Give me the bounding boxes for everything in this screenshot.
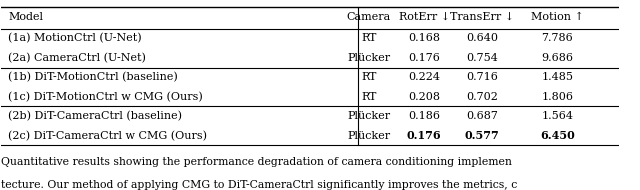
Text: 0.224: 0.224 — [408, 72, 440, 82]
Text: 1.564: 1.564 — [541, 111, 573, 121]
Text: Plücker: Plücker — [347, 53, 390, 63]
Text: Model: Model — [8, 12, 43, 22]
Text: 0.176: 0.176 — [407, 130, 442, 141]
Text: 7.786: 7.786 — [541, 33, 573, 43]
Text: Plücker: Plücker — [347, 111, 390, 121]
Text: TransErr ↓: TransErr ↓ — [450, 12, 514, 22]
Text: 1.806: 1.806 — [541, 92, 573, 102]
Text: 0.186: 0.186 — [408, 111, 440, 121]
Text: 0.754: 0.754 — [466, 53, 498, 63]
Text: RotErr ↓: RotErr ↓ — [399, 12, 450, 22]
Text: 0.176: 0.176 — [408, 53, 440, 63]
Text: RT: RT — [361, 33, 376, 43]
Text: Quantitative results showing the performance degradation of camera conditioning : Quantitative results showing the perform… — [1, 157, 511, 167]
Text: (2b) DiT-CameraCtrl (baseline): (2b) DiT-CameraCtrl (baseline) — [8, 111, 182, 121]
Text: Camera: Camera — [346, 12, 391, 22]
Text: Plücker: Plücker — [347, 131, 390, 141]
Text: (2c) DiT-CameraCtrl w CMG (Ours): (2c) DiT-CameraCtrl w CMG (Ours) — [8, 131, 207, 141]
Text: Motion ↑: Motion ↑ — [531, 12, 584, 22]
Text: RT: RT — [361, 92, 376, 102]
Text: 6.450: 6.450 — [540, 130, 575, 141]
Text: 0.687: 0.687 — [466, 111, 498, 121]
Text: RT: RT — [361, 72, 376, 82]
Text: 0.208: 0.208 — [408, 92, 440, 102]
Text: 0.168: 0.168 — [408, 33, 440, 43]
Text: 1.485: 1.485 — [541, 72, 573, 82]
Text: 0.702: 0.702 — [466, 92, 498, 102]
Text: 0.640: 0.640 — [466, 33, 498, 43]
Text: tecture. Our method of applying CMG to DiT-CameraCtrl significantly improves the: tecture. Our method of applying CMG to D… — [1, 180, 517, 190]
Text: (2a) CameraCtrl (U-Net): (2a) CameraCtrl (U-Net) — [8, 53, 146, 63]
Text: 0.577: 0.577 — [465, 130, 499, 141]
Text: (1c) DiT-MotionCtrl w CMG (Ours): (1c) DiT-MotionCtrl w CMG (Ours) — [8, 92, 203, 102]
Text: (1b) DiT-MotionCtrl (baseline): (1b) DiT-MotionCtrl (baseline) — [8, 72, 178, 82]
Text: (1a) MotionCtrl (U-Net): (1a) MotionCtrl (U-Net) — [8, 33, 141, 44]
Text: 9.686: 9.686 — [541, 53, 573, 63]
Text: 0.716: 0.716 — [466, 72, 498, 82]
